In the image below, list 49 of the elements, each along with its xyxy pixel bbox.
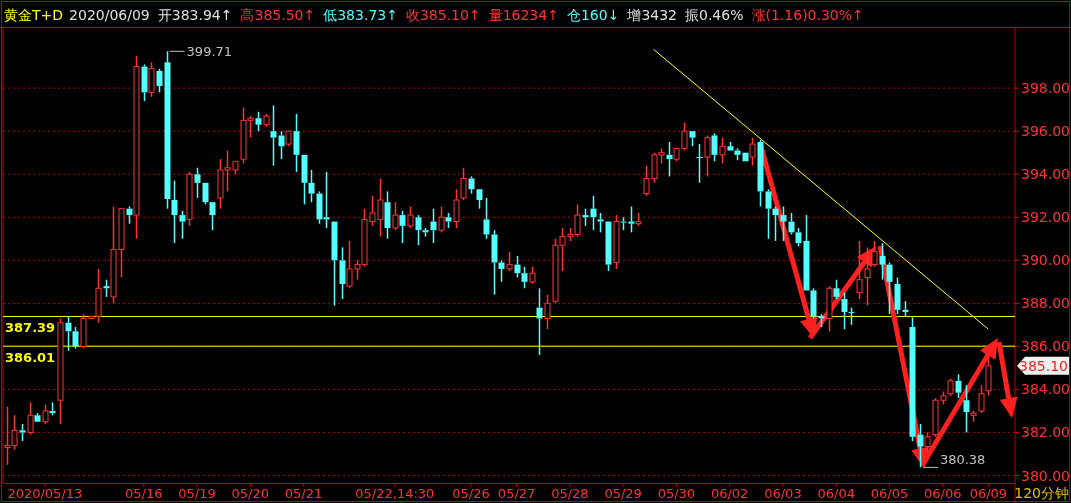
text: 涨(1.16)0.30%↑ (751, 7, 864, 23)
y-tick-label: 396.00 (1021, 123, 1070, 140)
x-tick-label: 06/04 (817, 486, 855, 501)
x-tick-label: 05/28 (551, 486, 589, 501)
y-tick-label: 382.00 (1021, 424, 1070, 441)
x-axis-title: 120分钟 (1014, 485, 1069, 501)
x-tick-label: 05/30 (657, 486, 696, 501)
text: 仓160↓ (566, 7, 620, 23)
y-tick-label: 392.00 (1021, 209, 1070, 226)
x-tick-label: 05/20 (231, 486, 270, 501)
candlestick (171, 179, 178, 244)
y-tick-label: 386.00 (1021, 338, 1070, 355)
ref-line-label: 386.01 (5, 350, 56, 366)
candlestick (864, 246, 871, 307)
x-tick-label: 05/29 (604, 486, 642, 501)
x-tick-label: 05/16 (125, 486, 163, 501)
y-tick-label: 388.00 (1021, 295, 1070, 312)
annotation: 380.38 (939, 452, 986, 468)
x-tick-label: 05/21 (284, 486, 323, 501)
x-tick-label: 05/19 (178, 486, 216, 501)
x-tick-label: 06/09 (969, 486, 1008, 501)
annotation: 399.71 (186, 44, 233, 60)
chart-subtitle: 2020/06/09 (69, 7, 150, 23)
x-tick-label: 06/02 (710, 486, 749, 501)
text: 振0.46% (685, 7, 744, 23)
ref-line-label: 387.39 (5, 320, 56, 336)
x-tick-label: 06/03 (764, 486, 802, 501)
candlestick (886, 261, 893, 315)
candlestick (270, 104, 277, 167)
y-tick-label: 384.00 (1021, 381, 1070, 398)
text: 低383.73↑ (323, 7, 398, 23)
text: 开383.94↑ (157, 7, 233, 23)
y-tick-label: 380.00 (1021, 467, 1070, 484)
candlestick (536, 287, 543, 356)
text: 增3432 (626, 7, 678, 23)
x-tick-label: 05/22,14:30 (355, 486, 435, 501)
text: 收385.10↑ (405, 7, 481, 23)
x-tick-label: 2020/05/13 (7, 486, 83, 501)
x-tick-label: 06/05 (870, 486, 909, 501)
x-tick-label: 05/27 (497, 486, 536, 501)
x-tick-label: 06/06 (923, 486, 962, 501)
y-tick-label: 390.00 (1021, 252, 1070, 269)
y-tick-label: 394.00 (1021, 166, 1070, 183)
x-tick-label: 05/26 (452, 486, 490, 501)
chart-title: 黄金T+D (4, 7, 64, 23)
text: 量16234↑ (488, 7, 559, 23)
candlestick (772, 205, 779, 242)
text: 高385.50↑ (240, 7, 316, 23)
y-tick-label: 398.00 (1021, 80, 1070, 97)
